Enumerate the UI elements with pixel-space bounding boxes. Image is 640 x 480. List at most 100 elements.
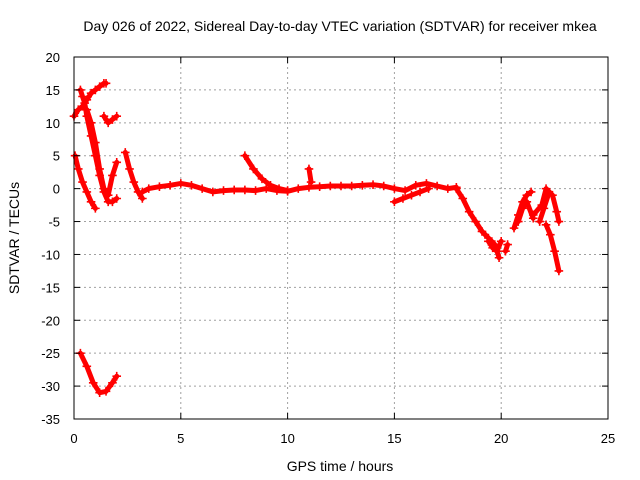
data-point bbox=[82, 105, 92, 114]
series-trace bbox=[515, 199, 536, 224]
data-point bbox=[108, 171, 117, 180]
data-point bbox=[95, 388, 104, 397]
data-point bbox=[95, 164, 104, 174]
data-point bbox=[546, 230, 555, 240]
data-point bbox=[443, 184, 453, 193]
data-point bbox=[112, 111, 122, 121]
data-point bbox=[488, 243, 497, 253]
data-point bbox=[240, 185, 250, 195]
data-point bbox=[347, 181, 356, 191]
data-point bbox=[249, 164, 258, 174]
data-point bbox=[528, 210, 538, 220]
data-point bbox=[526, 187, 536, 197]
data-point bbox=[293, 184, 303, 193]
data-point bbox=[326, 181, 335, 191]
data-point bbox=[251, 186, 260, 195]
data-point bbox=[129, 177, 139, 187]
data-point bbox=[336, 181, 346, 191]
y-tick-label: -20 bbox=[41, 313, 60, 328]
data-point bbox=[415, 187, 425, 197]
y-tick-label: -35 bbox=[41, 412, 60, 427]
data-point bbox=[535, 217, 544, 226]
data-point bbox=[257, 174, 267, 184]
data-point bbox=[95, 82, 104, 91]
data-point bbox=[358, 181, 367, 190]
axes: 0 5 10 15 20 25 -35 -30 -25 -20 -15 -10 -5 0 5 10 15 20 bbox=[41, 50, 615, 446]
data-series-s19 bbox=[535, 190, 553, 226]
y-tick-label: 0 bbox=[53, 182, 60, 197]
data-point bbox=[554, 266, 564, 276]
data-point bbox=[125, 164, 134, 174]
data-point bbox=[99, 184, 109, 193]
x-tick-label: 0 bbox=[70, 431, 77, 446]
y-tick-label: -5 bbox=[48, 215, 60, 230]
data-point bbox=[432, 181, 442, 191]
data-series-s9 bbox=[240, 151, 292, 195]
data-point bbox=[315, 182, 324, 191]
data-series-s5 bbox=[99, 111, 122, 128]
chart-title: Day 026 of 2022, Sidereal Day-to-day VTE… bbox=[83, 18, 596, 34]
data-point bbox=[112, 194, 122, 203]
grid-lines bbox=[74, 57, 608, 419]
data-point bbox=[501, 246, 510, 256]
data-point bbox=[477, 227, 487, 236]
data-point bbox=[407, 190, 416, 200]
y-tick-label: 20 bbox=[46, 50, 60, 65]
data-series-s13 bbox=[484, 236, 506, 256]
series-trace bbox=[453, 186, 502, 261]
data-point bbox=[452, 184, 461, 193]
data-point bbox=[103, 118, 113, 128]
data-point bbox=[138, 187, 147, 197]
data-point bbox=[73, 164, 83, 174]
y-tick-label: -30 bbox=[41, 379, 60, 394]
data-point bbox=[552, 207, 562, 216]
data-point bbox=[464, 207, 474, 216]
data-point bbox=[543, 190, 553, 200]
data-point bbox=[86, 88, 96, 98]
series-trace bbox=[77, 350, 120, 396]
data-point bbox=[390, 197, 399, 207]
data-point bbox=[261, 184, 271, 193]
data-point bbox=[197, 184, 207, 193]
data-point bbox=[86, 197, 96, 207]
data-point bbox=[144, 184, 154, 193]
x-tick-label: 15 bbox=[387, 431, 401, 446]
x-tick-label: 5 bbox=[177, 431, 184, 446]
data-point bbox=[368, 180, 378, 189]
data-point bbox=[503, 240, 512, 249]
data-series-s11 bbox=[390, 184, 433, 207]
data-point bbox=[78, 92, 87, 101]
data-series-s7 bbox=[76, 348, 122, 397]
data-point bbox=[411, 181, 421, 190]
data-point bbox=[91, 204, 100, 213]
data-point bbox=[73, 105, 83, 114]
data-point bbox=[554, 217, 564, 226]
data-point bbox=[108, 378, 117, 388]
data-point bbox=[471, 217, 480, 226]
data-point bbox=[108, 197, 117, 207]
data-point bbox=[176, 179, 186, 188]
data-point bbox=[492, 246, 502, 256]
data-point bbox=[91, 138, 100, 147]
data-point bbox=[541, 220, 551, 230]
data-point bbox=[484, 236, 493, 246]
plot-frame bbox=[73, 56, 609, 420]
x-tick-label: 20 bbox=[494, 431, 508, 446]
data-point bbox=[306, 177, 316, 187]
y-tick-label: 5 bbox=[53, 149, 60, 164]
data-series bbox=[69, 79, 564, 397]
data-point bbox=[422, 179, 431, 188]
data-point bbox=[86, 118, 96, 128]
data-series-s16 bbox=[513, 197, 538, 226]
data-series-s8 bbox=[138, 179, 461, 197]
data-point bbox=[398, 194, 408, 203]
y-tick-label: -15 bbox=[41, 280, 60, 295]
data-point bbox=[424, 184, 433, 193]
x-axis-label: GPS time / hours bbox=[287, 458, 394, 474]
data-series-s4 bbox=[82, 105, 122, 200]
data-point bbox=[550, 246, 559, 256]
data-point bbox=[496, 236, 506, 246]
data-point bbox=[101, 387, 111, 396]
data-point bbox=[88, 378, 98, 388]
